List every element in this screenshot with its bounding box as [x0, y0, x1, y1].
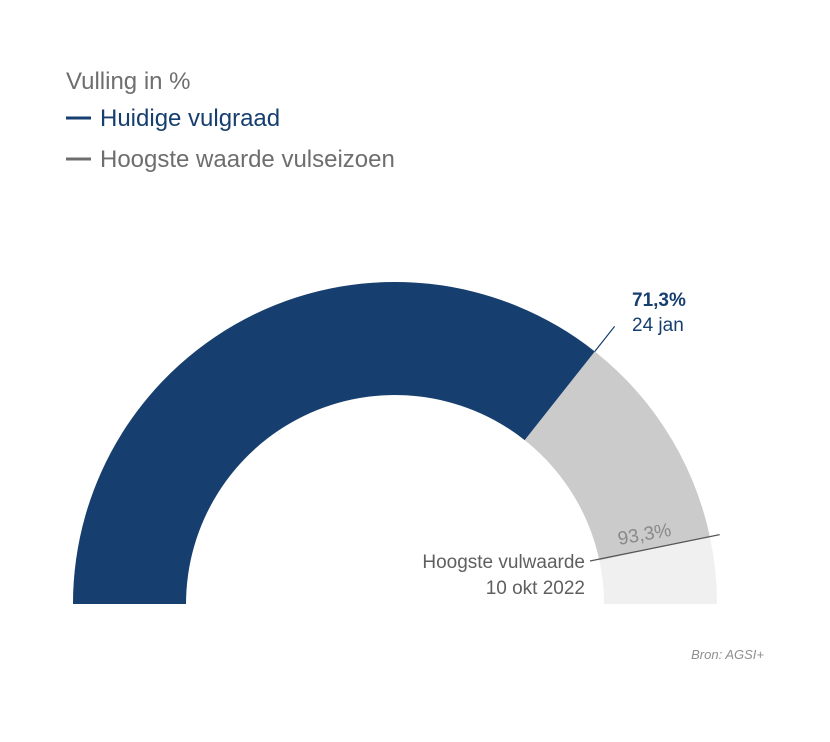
gauge-arcs [73, 281, 717, 604]
peak-caption-line-2: 10 okt 2022 [486, 578, 585, 599]
current-value-leader-line [594, 325, 616, 352]
gauge-band-current-level [73, 281, 595, 604]
peak-caption-line-1: Hoogste vulwaarde [422, 552, 585, 573]
legend-label-current: Huidige vulgraad [100, 105, 280, 132]
legend-label-peak: Hoogste waarde vulseizoen [100, 146, 395, 173]
peak-value-leader-line [589, 534, 720, 562]
current-date-label: 24 jan [632, 315, 684, 336]
chart-subtitle: Vulling in % [66, 68, 191, 95]
source-label: Bron: AGSI+ [691, 647, 764, 662]
current-value-label: 71,3% [632, 290, 686, 311]
